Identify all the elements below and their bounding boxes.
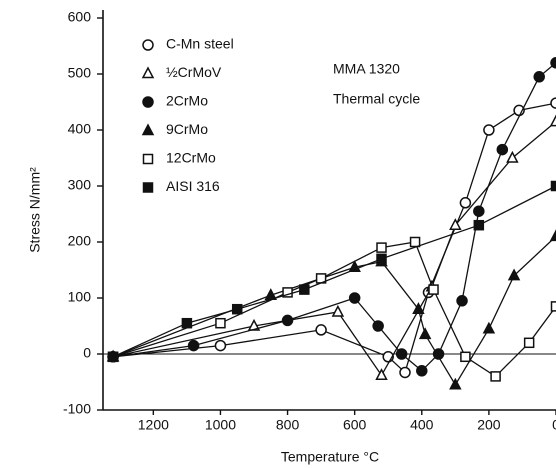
x-tick-label: 1200	[138, 417, 169, 433]
data-point	[412, 302, 425, 314]
y-tick-label: 100	[68, 289, 92, 305]
legend-label: AISI 316	[166, 178, 220, 194]
legend-label: 2CrMo	[166, 93, 208, 109]
data-point	[331, 304, 345, 317]
data-point	[533, 71, 545, 83]
data-point	[372, 320, 384, 332]
y-axis-title: Stress N/mm²	[27, 167, 43, 253]
data-point	[496, 143, 509, 156]
data-point	[449, 377, 462, 390]
series-line	[112, 235, 556, 387]
data-point	[376, 253, 387, 265]
legend-label: 12CrMo	[166, 150, 216, 166]
data-point	[187, 339, 200, 352]
data-point	[282, 287, 293, 298]
data-point	[107, 351, 119, 363]
data-point	[299, 284, 310, 295]
data-point	[473, 219, 485, 231]
legend-marker	[142, 182, 154, 193]
legend-marker	[141, 123, 155, 136]
legend-label: C-Mn steel	[166, 36, 234, 52]
legend-label: 9CrMo	[166, 121, 208, 137]
data-point	[473, 205, 485, 217]
data-point	[507, 268, 521, 281]
y-tick-label: 600	[68, 9, 92, 25]
x-tick-label: 800	[276, 417, 300, 433]
series-line	[112, 102, 556, 374]
data-point	[395, 348, 408, 360]
x-tick-label: 400	[410, 417, 434, 433]
x-tick-label: 600	[343, 417, 367, 433]
data-point	[549, 114, 556, 127]
series-line	[112, 121, 556, 377]
data-point	[399, 366, 411, 379]
series-line	[112, 241, 556, 378]
y-tick-label: 200	[68, 233, 92, 249]
data-point	[375, 368, 388, 381]
data-point	[428, 284, 439, 295]
legend-marker	[141, 66, 155, 79]
data-point	[459, 197, 472, 209]
data-point	[231, 303, 243, 315]
y-tick-label: 400	[68, 121, 92, 137]
data-point	[506, 150, 519, 163]
data-point	[418, 327, 432, 340]
data-point	[550, 97, 556, 109]
data-point	[490, 371, 501, 382]
legend-marker	[142, 153, 154, 165]
x-axis-title: Temperature °C	[281, 449, 379, 465]
data-point	[281, 314, 294, 327]
legend-label: ½CrMoV	[166, 64, 222, 80]
y-tick-label: 500	[68, 65, 92, 81]
data-point	[409, 236, 421, 248]
annotation: MMA 1320	[333, 61, 400, 77]
data-point	[460, 351, 471, 363]
data-point	[456, 295, 468, 307]
data-point	[550, 180, 556, 192]
y-tick-label: -100	[63, 401, 91, 417]
data-point	[449, 218, 462, 230]
legend-marker	[142, 96, 154, 108]
x-tick-label: 200	[477, 417, 501, 433]
y-tick-label: 300	[68, 177, 92, 193]
data-point	[215, 317, 226, 329]
data-point	[523, 337, 535, 349]
data-point	[348, 292, 361, 304]
data-point	[214, 339, 227, 352]
legend-marker	[142, 39, 154, 51]
data-point	[315, 324, 327, 336]
x-tick-label: 0	[552, 417, 556, 433]
y-tick-label: 0	[83, 345, 91, 361]
data-point	[482, 321, 496, 334]
data-point	[549, 229, 556, 242]
x-tick-label: 1000	[205, 417, 236, 433]
data-point	[483, 124, 495, 136]
data-point	[376, 242, 387, 253]
data-point	[416, 365, 428, 377]
data-point	[550, 57, 556, 69]
data-point	[550, 301, 556, 312]
data-point	[181, 317, 193, 329]
annotation: Thermal cycle	[333, 91, 420, 107]
